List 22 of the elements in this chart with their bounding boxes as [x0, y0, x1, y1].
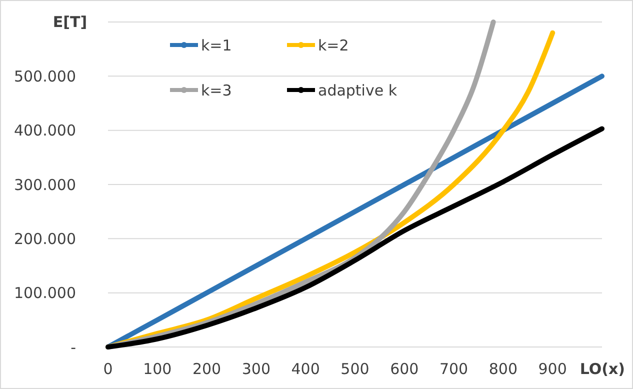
x-tick-label: 900: [538, 360, 567, 378]
x-tick-label: 0: [103, 360, 113, 378]
y-tick-label: 100.000: [14, 284, 76, 302]
x-tick-label: 700: [439, 360, 468, 378]
x-tick-label: 100: [143, 360, 172, 378]
legend-label: k=3: [201, 81, 232, 100]
y-tick-label: 500.000: [14, 67, 76, 86]
legend-label: k=1: [201, 36, 232, 54]
x-axis-title: LO(x): [580, 360, 625, 378]
x-tick-label: 800: [488, 360, 518, 378]
y-tick-label: 400.000: [14, 122, 76, 140]
x-tick-label: 400: [291, 360, 320, 378]
x-tick-label: 300: [242, 360, 271, 378]
x-tick-label: 600: [390, 360, 419, 378]
y-tick-label: 300.000: [14, 176, 76, 194]
x-tick-label: 500: [340, 360, 370, 378]
y-tick-label: 200.000: [14, 230, 76, 248]
y-axis-title: E[T]: [52, 13, 88, 31]
y-tick-label: -: [70, 338, 76, 356]
legend-label: k=2: [318, 36, 349, 54]
x-tick-label: 200: [192, 360, 222, 378]
legend-label: adaptive k: [318, 81, 398, 100]
